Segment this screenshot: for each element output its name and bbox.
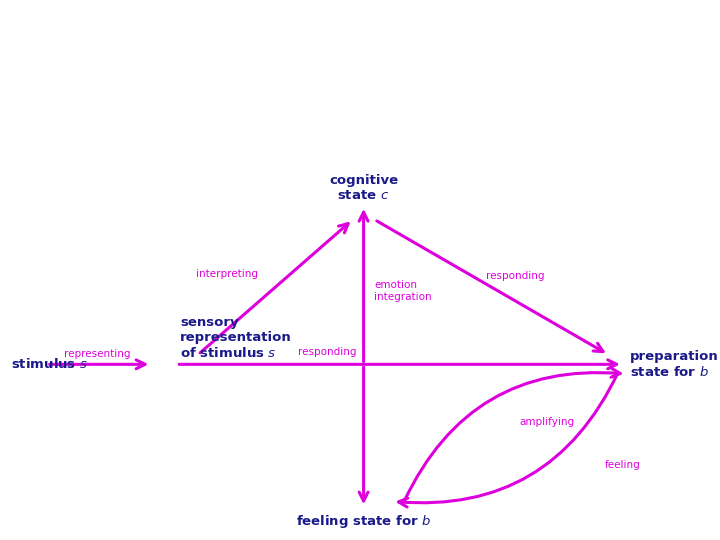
Text: preparation
state for $b$: preparation state for $b$ — [630, 350, 719, 379]
Text: sensory
representation
of stimulus $s$: sensory representation of stimulus $s$ — [180, 316, 292, 361]
Text: cognitive
state $c$: cognitive state $c$ — [329, 174, 398, 202]
Text: interpreting: interpreting — [196, 268, 258, 279]
Text: representing: representing — [64, 348, 130, 359]
Text: emotion
integration: emotion integration — [374, 280, 432, 302]
Text: stimulus $s$: stimulus $s$ — [11, 357, 88, 372]
Text: Interaction Between
Cognitive and Affective States:
Conceptual Representation: Interaction Between Cognitive and Affect… — [116, 27, 604, 127]
Text: responding: responding — [485, 271, 544, 280]
Text: responding: responding — [298, 347, 357, 356]
Text: amplifying: amplifying — [520, 417, 575, 427]
Text: feeling state for $b$: feeling state for $b$ — [296, 513, 431, 530]
Text: feeling: feeling — [605, 460, 641, 470]
